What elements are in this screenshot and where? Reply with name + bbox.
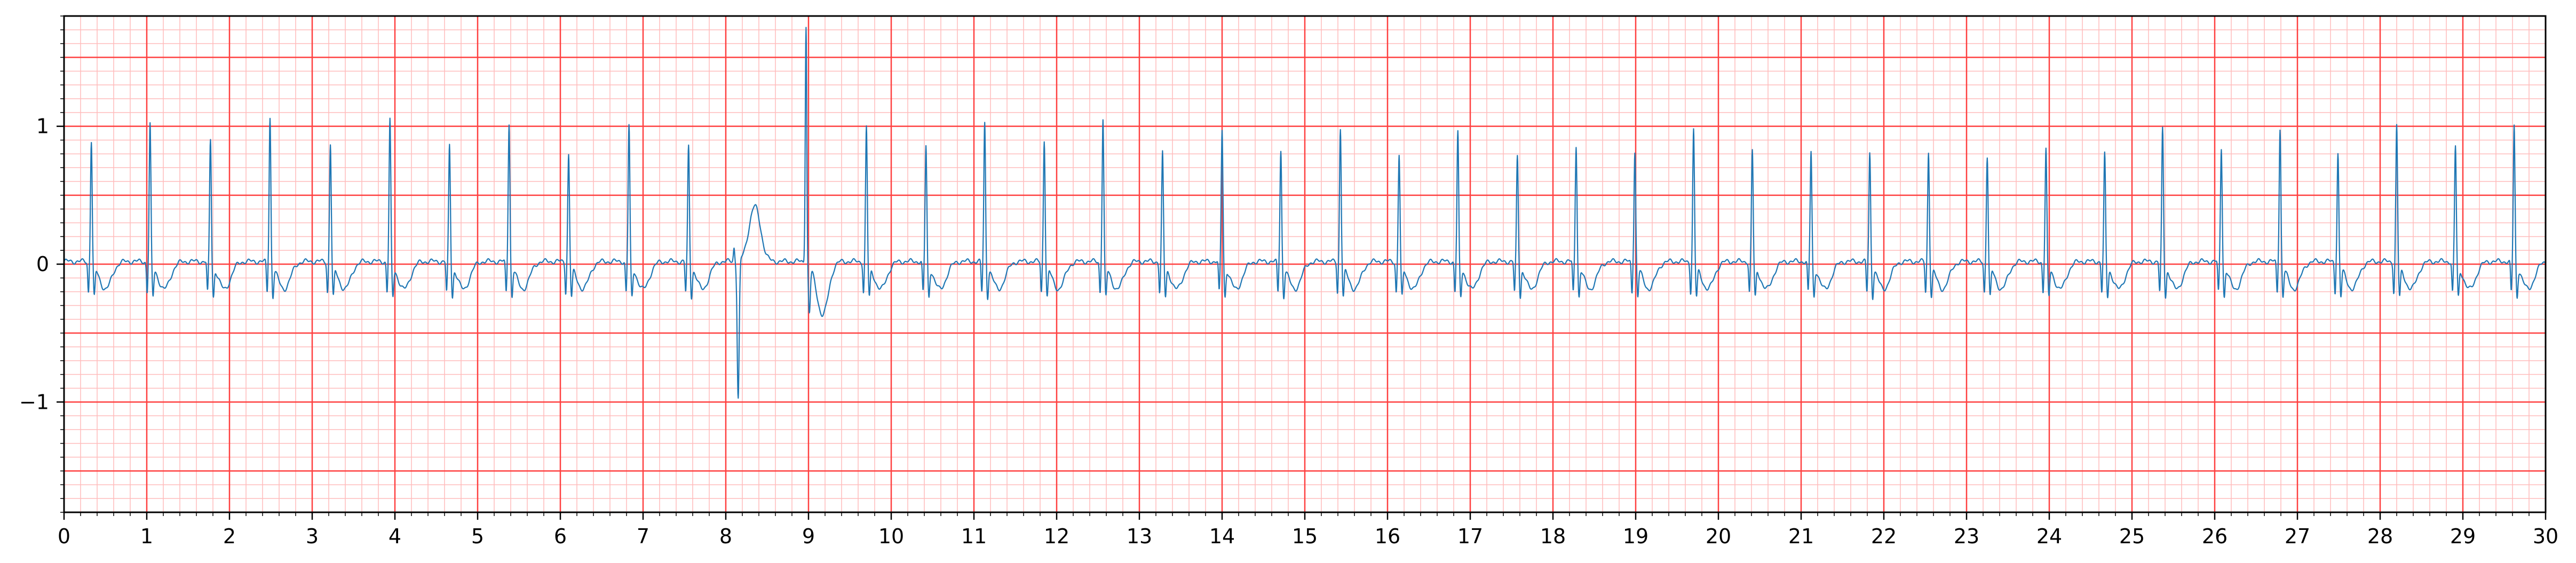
x-tick-label: 20: [1706, 525, 1731, 548]
x-tick-label: 12: [1044, 525, 1069, 548]
y-tick-label: 0: [36, 252, 49, 276]
y-tick-label: −1: [19, 390, 49, 414]
x-tick-label: 10: [878, 525, 904, 548]
x-tick-label: 22: [1871, 525, 1897, 548]
ecg-signal-series: [64, 27, 2546, 399]
x-tick-label: 30: [2533, 525, 2558, 548]
x-tick-label: 0: [58, 525, 70, 548]
ecg-trace-line: [64, 27, 2546, 399]
x-tick-label: 4: [389, 525, 401, 548]
x-tick-label: 1: [140, 525, 153, 548]
x-tick-label: 7: [637, 525, 649, 548]
y-tick-label: 1: [36, 115, 49, 138]
x-tick-label: 13: [1127, 525, 1152, 548]
x-tick-label: 3: [306, 525, 319, 548]
x-tick-label: 27: [2285, 525, 2310, 548]
x-tick-label: 25: [2119, 525, 2145, 548]
x-axis-ticks: 0 1 2 3 4 5 6 7 8 9 10 11 12 13 14 15 16 17 18 19 20 21 22 23 24…: [58, 512, 2558, 548]
x-tick-label: 29: [2450, 525, 2476, 548]
x-tick-label: 5: [471, 525, 484, 548]
x-tick-label: 24: [2036, 525, 2062, 548]
x-tick-label: 6: [554, 525, 567, 548]
x-tick-label: 23: [1954, 525, 1979, 548]
y-axis-ticks: −1 0 1: [19, 15, 64, 513]
x-tick-label: 11: [961, 525, 987, 548]
x-tick-label: 9: [802, 525, 815, 548]
major-grid: [63, 16, 2547, 512]
x-tick-label: 2: [223, 525, 236, 548]
x-tick-label: 28: [2367, 525, 2393, 548]
x-tick-label: 26: [2202, 525, 2228, 548]
x-tick-label: 15: [1292, 525, 1318, 548]
x-tick-label: 21: [1788, 525, 1814, 548]
x-tick-label: 18: [1540, 525, 1566, 548]
x-tick-label: 8: [719, 525, 732, 548]
x-tick-label: 14: [1209, 525, 1235, 548]
x-tick-label: 17: [1457, 525, 1483, 548]
x-tick-label: 16: [1375, 525, 1400, 548]
x-tick-label: 19: [1623, 525, 1648, 548]
